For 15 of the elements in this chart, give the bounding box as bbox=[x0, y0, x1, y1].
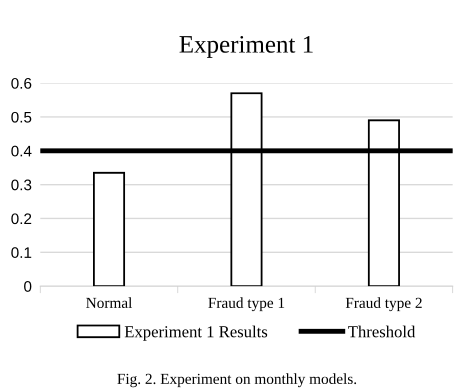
y-tick-label: 0.2 bbox=[11, 213, 32, 224]
chart-title: Experiment 1 bbox=[180, 36, 313, 58]
y-tick-label: 0.1 bbox=[11, 247, 32, 258]
y-tick-label: 0.4 bbox=[11, 146, 32, 156]
y-tick-label: 0.3 bbox=[11, 180, 32, 190]
caption: Fig. 2. Experiment on monthly models. bbox=[117, 373, 356, 388]
y-tick-label: 0.6 bbox=[11, 78, 32, 89]
x-tick-label: Fraud type 2 bbox=[346, 297, 422, 312]
y-tick-label: 0.5 bbox=[11, 112, 32, 123]
x-tick-label: Normal bbox=[86, 297, 132, 308]
y-tick-label: 0 bbox=[24, 281, 32, 292]
legend-label: Experiment 1 Results bbox=[124, 326, 268, 341]
legend-label: Threshold bbox=[348, 326, 416, 338]
x-tick-label: Fraud type 1 bbox=[208, 297, 284, 312]
bar bbox=[92, 172, 126, 286]
